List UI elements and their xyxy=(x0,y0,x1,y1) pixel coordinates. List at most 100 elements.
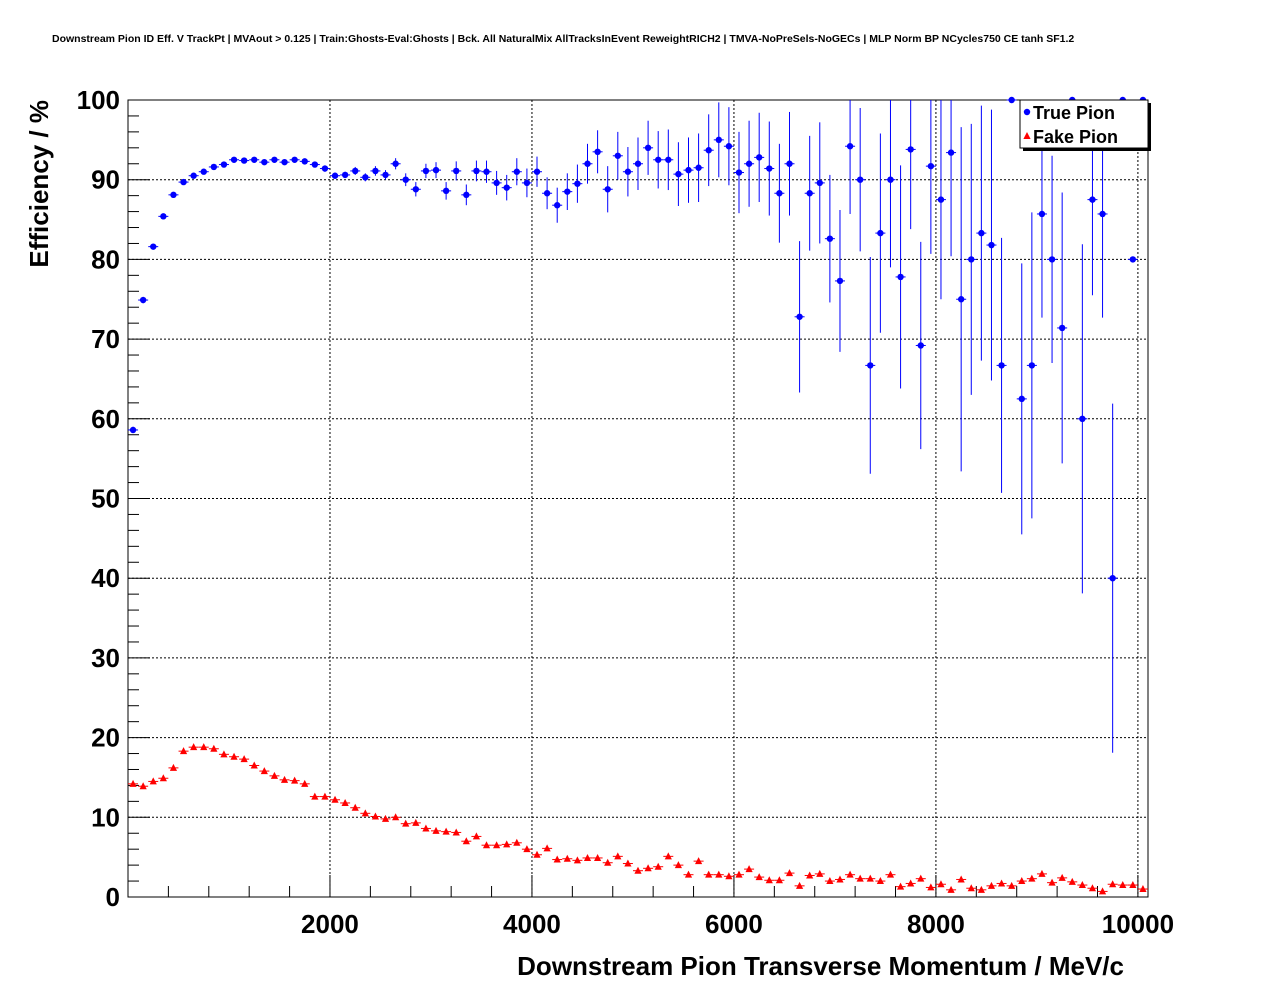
data-point xyxy=(240,157,248,164)
data-point xyxy=(988,241,995,249)
data-point xyxy=(523,179,531,187)
data-point xyxy=(816,179,823,187)
data-point xyxy=(957,875,965,883)
data-point xyxy=(179,747,188,755)
data-point xyxy=(129,426,137,434)
data-point xyxy=(463,191,470,199)
data-point xyxy=(483,168,490,175)
data-point xyxy=(674,861,682,869)
data-point xyxy=(836,277,844,285)
data-point xyxy=(301,158,308,165)
data-point xyxy=(1008,881,1016,889)
data-point xyxy=(846,143,854,150)
data-point xyxy=(493,841,501,849)
data-point xyxy=(291,776,299,784)
data-point xyxy=(735,169,743,176)
y-tick-label: 10 xyxy=(91,802,120,832)
data-point xyxy=(917,342,924,349)
y-tick-label: 0 xyxy=(106,882,120,912)
data-point xyxy=(766,165,773,172)
data-point xyxy=(725,872,733,880)
x-tick-label: 2000 xyxy=(301,909,359,939)
data-point xyxy=(745,160,753,167)
data-point xyxy=(149,777,157,785)
data-point xyxy=(755,154,763,161)
data-point xyxy=(251,156,258,163)
data-point xyxy=(230,156,238,163)
data-point xyxy=(937,196,945,203)
data-point xyxy=(321,792,329,800)
data-point xyxy=(1129,881,1137,889)
axes: 0 10 20 30 40 50 60 70 80 90 100 2000 4000 6000 8000 10… xyxy=(77,85,1174,939)
data-point xyxy=(482,841,491,849)
data-point xyxy=(543,844,551,852)
y-tick-label: 70 xyxy=(91,324,120,354)
data-point xyxy=(725,143,733,150)
data-point xyxy=(402,176,409,183)
y-tick-label: 60 xyxy=(91,404,120,434)
data-point xyxy=(1119,881,1127,889)
data-point xyxy=(362,174,369,181)
data-point xyxy=(472,832,481,840)
data-point xyxy=(200,168,207,175)
data-point xyxy=(685,166,692,174)
data-point xyxy=(392,160,399,167)
data-point xyxy=(735,870,743,878)
data-point xyxy=(493,179,500,187)
data-point xyxy=(786,160,793,167)
data-point xyxy=(614,152,622,159)
data-point xyxy=(230,752,238,760)
data-point xyxy=(866,874,874,882)
data-point xyxy=(1018,395,1025,403)
y-tick-label: 90 xyxy=(91,165,120,195)
data-marks xyxy=(128,96,1148,895)
data-point xyxy=(715,136,722,144)
data-point xyxy=(382,171,389,179)
data-point xyxy=(381,814,390,822)
data-point xyxy=(533,850,541,858)
data-point xyxy=(705,147,712,154)
data-point xyxy=(917,874,925,882)
data-point xyxy=(998,362,1005,369)
data-point xyxy=(614,852,622,860)
data-point xyxy=(452,828,460,836)
data-point xyxy=(513,168,521,175)
data-point xyxy=(785,869,794,877)
y-tick-label: 20 xyxy=(91,723,120,753)
data-point xyxy=(533,168,541,175)
y-tick-label: 40 xyxy=(91,563,120,593)
data-point xyxy=(1058,873,1066,881)
data-point xyxy=(937,880,945,888)
data-point xyxy=(1129,256,1137,263)
data-point xyxy=(563,854,571,862)
x-tick-label: 8000 xyxy=(907,909,965,939)
data-point xyxy=(604,858,612,866)
data-point xyxy=(261,158,268,166)
data-point xyxy=(341,171,349,179)
y-tick-label: 50 xyxy=(91,484,120,514)
legend-label-true-pion: True Pion xyxy=(1033,103,1115,123)
data-point xyxy=(371,812,380,820)
data-point xyxy=(755,873,763,881)
data-point xyxy=(412,186,420,193)
data-point xyxy=(462,837,470,845)
data-point xyxy=(664,852,672,860)
data-point xyxy=(886,870,895,878)
data-point xyxy=(432,166,440,174)
data-point xyxy=(1028,874,1036,882)
data-point xyxy=(361,809,369,817)
legend-marker-fake-pion xyxy=(1023,132,1031,139)
data-point xyxy=(826,877,834,885)
legend-marker-true-pion xyxy=(1023,108,1031,116)
data-point xyxy=(907,146,914,153)
x-tick-label: 6000 xyxy=(705,909,763,939)
data-point xyxy=(907,879,915,887)
data-point xyxy=(553,855,561,863)
data-point xyxy=(694,857,703,865)
data-point xyxy=(584,160,591,167)
data-point xyxy=(190,743,198,751)
data-point xyxy=(775,876,783,884)
data-point xyxy=(240,755,248,763)
data-point xyxy=(1109,880,1117,888)
data-point xyxy=(624,859,632,867)
